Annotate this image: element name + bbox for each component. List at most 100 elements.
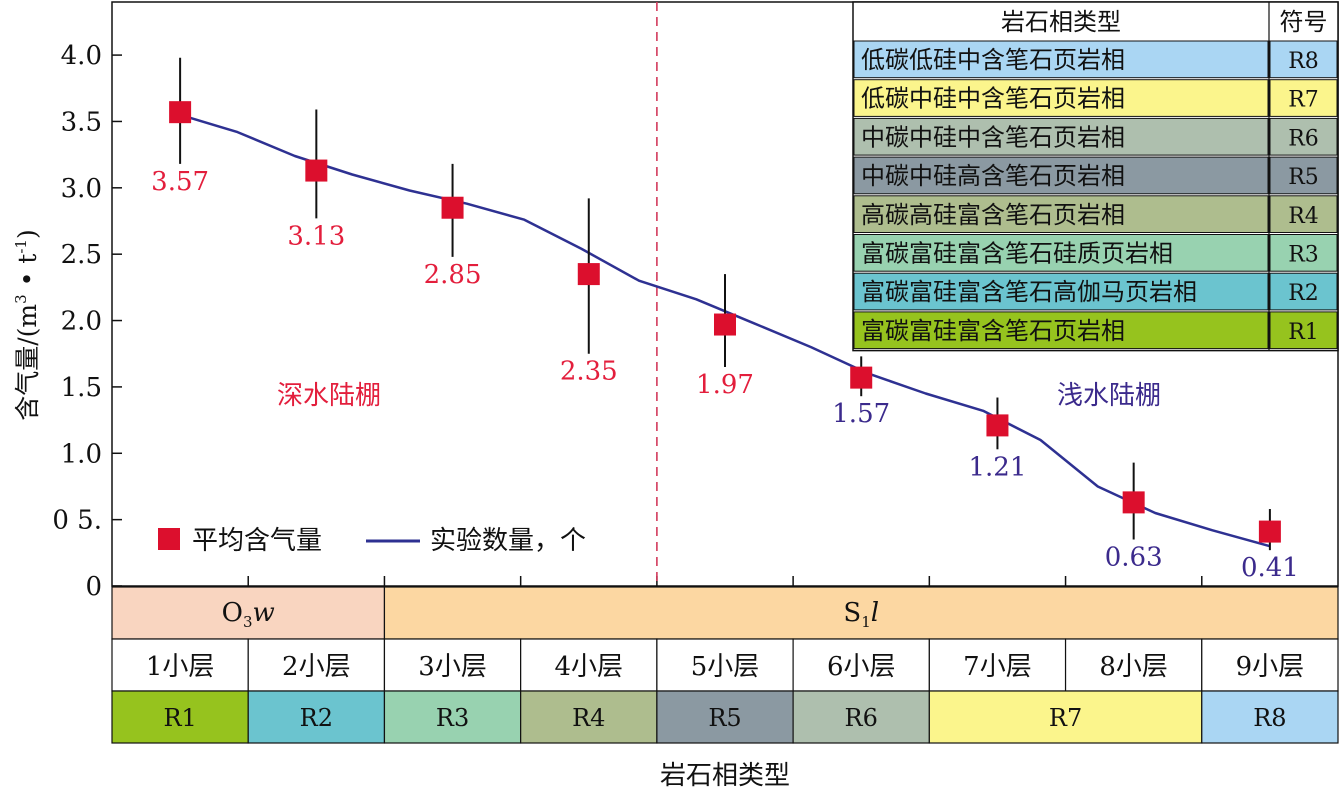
legend-marker-swatch xyxy=(158,528,180,550)
table-row-name: 低碳低硅中含笔石页岩相 xyxy=(861,46,1125,74)
layer-label: 3小层 xyxy=(418,652,487,682)
layer-cell xyxy=(1064,638,1203,692)
table-row-bg xyxy=(853,272,1269,311)
zone-label-shallow: 浅水陆棚 xyxy=(1057,381,1161,411)
layer-label: 1小层 xyxy=(146,652,215,682)
table-code-bg xyxy=(1269,311,1338,350)
data-label: 0.63 xyxy=(1105,543,1163,573)
table-row-code: R8 xyxy=(1288,49,1319,74)
facies-cell xyxy=(383,690,522,744)
table-row-bg xyxy=(853,311,1269,350)
facies-cell xyxy=(928,690,1203,744)
table-row-code: R4 xyxy=(1288,204,1319,229)
table-row-bg xyxy=(853,195,1269,234)
data-label: 3.57 xyxy=(151,167,209,197)
data-label: 0.41 xyxy=(1241,553,1299,583)
y-tick-label: 1.5 xyxy=(61,373,102,403)
data-point xyxy=(1122,491,1145,514)
formation-o3w xyxy=(111,586,386,640)
data-point xyxy=(1258,520,1281,543)
facies-code: R2 xyxy=(300,704,333,732)
table-row-bg xyxy=(853,117,1269,156)
table-header-type: 岩石相类型 xyxy=(1001,8,1121,36)
table-row-name: 富碳富硅富含笔石页岩相 xyxy=(861,317,1125,345)
y-tick-label: 2.0 xyxy=(61,307,102,337)
data-label: 1.21 xyxy=(968,452,1026,482)
facies-cell xyxy=(111,690,249,744)
layer-cell xyxy=(1201,638,1339,692)
layer-cell xyxy=(656,638,794,692)
bottom-bands: O3w S1l 1小层 2小层 3小层 4小层 5小层 6小层 7小层 8小层 9小层 R1 R2 R3 R… xyxy=(111,586,1339,744)
table-row-name: 富碳富硅富含笔石高伽马页岩相 xyxy=(861,278,1197,306)
formation-s1l xyxy=(383,586,1339,640)
zone-label-deep: 深水陆棚 xyxy=(277,381,381,411)
facies-code: R3 xyxy=(436,704,469,732)
facies-cell xyxy=(520,690,658,744)
table-row-code: R7 xyxy=(1288,88,1319,113)
y-tick-label: 3.0 xyxy=(61,174,102,204)
layer-label: 9小层 xyxy=(1236,652,1305,682)
table-row-code: R2 xyxy=(1288,281,1319,306)
table-code-bg xyxy=(1269,195,1338,234)
legend-line-label: 实验数量，个 xyxy=(430,526,586,556)
data-label: 2.85 xyxy=(424,260,482,290)
y-axis-label: 含气量/(m3 • t-1) xyxy=(12,229,42,421)
formation-label-s1l: S1l xyxy=(843,598,879,631)
y-tick-label: 1.0 xyxy=(61,439,102,469)
facies-code: R5 xyxy=(708,704,741,732)
table-row-bg xyxy=(853,156,1269,195)
data-point xyxy=(305,159,328,182)
y-tick-label: 3.5 xyxy=(61,107,102,137)
y-tick-label: 0 5. xyxy=(52,506,102,536)
y-tick-label: 0 xyxy=(85,572,102,602)
table-row-bg xyxy=(853,234,1269,272)
table-row-bg xyxy=(853,79,1269,117)
table-row-name: 低碳中硅中含笔石页岩相 xyxy=(861,85,1125,113)
data-point xyxy=(850,366,873,389)
data-label: 3.13 xyxy=(287,221,345,251)
table-code-bg xyxy=(1269,234,1338,272)
formation-label-o3w: O3w xyxy=(222,598,275,631)
table-row-bg xyxy=(853,40,1269,79)
table-row-name: 高碳高硅富含笔石页岩相 xyxy=(861,201,1125,229)
legend: 平均含气量 实验数量，个 xyxy=(158,526,586,556)
table-row-name: 中碳中硅高含笔石页岩相 xyxy=(861,162,1125,190)
data-point xyxy=(169,101,192,124)
facies-cell xyxy=(1201,690,1339,744)
data-point xyxy=(714,313,736,336)
facies-cell xyxy=(656,690,794,744)
table-row-code: R3 xyxy=(1288,243,1319,268)
data-label: 1.97 xyxy=(696,370,754,400)
data-label: 1.57 xyxy=(832,399,890,429)
table-code-bg xyxy=(1269,117,1338,156)
table-row-code: R6 xyxy=(1288,126,1319,151)
table-code-bg xyxy=(1269,156,1338,195)
data-label: 2.35 xyxy=(560,357,618,387)
table-row-code: R1 xyxy=(1288,320,1319,345)
legend-marker-label: 平均含气量 xyxy=(192,526,322,556)
facies-code: R4 xyxy=(572,704,605,732)
axes: 0 0 5. 1.0 1.5 2.0 2.5 3.0 3.5 4.0 xyxy=(52,1,1339,602)
data-point xyxy=(986,414,1009,437)
facies-code: R8 xyxy=(1253,704,1286,732)
y-tick-label: 2.5 xyxy=(61,240,102,270)
layer-label: 7小层 xyxy=(963,652,1032,682)
data-point xyxy=(577,263,600,286)
value-labels: 3.57 3.13 2.85 2.35 1.97 1.57 1.21 0.63 0.41 xyxy=(151,167,1299,583)
table-code-bg xyxy=(1269,79,1338,117)
facies-code: R1 xyxy=(163,704,196,732)
facies-code: R6 xyxy=(845,704,878,732)
y-tick-label: 4.0 xyxy=(61,41,102,71)
layer-label: 5小层 xyxy=(691,652,760,682)
facies-code: R7 xyxy=(1049,704,1082,732)
table-row-code: R5 xyxy=(1288,165,1319,190)
table-header-code: 符号 xyxy=(1280,8,1328,36)
layer-label: 2小层 xyxy=(282,652,351,682)
table-row-name: 富碳富硅富含笔石硅质页岩相 xyxy=(861,240,1173,268)
x-axis-label: 岩石相类型 xyxy=(660,761,790,791)
table-row-name: 中碳中硅中含笔石页岩相 xyxy=(861,123,1125,151)
markers xyxy=(169,101,1281,543)
table-code-bg xyxy=(1269,272,1338,311)
